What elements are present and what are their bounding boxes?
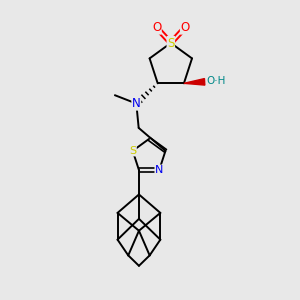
Text: O: O (180, 21, 190, 34)
Text: N: N (132, 97, 141, 110)
Text: N: N (155, 165, 164, 175)
Text: S: S (167, 37, 175, 50)
Polygon shape (184, 79, 205, 85)
Text: O: O (152, 21, 161, 34)
Text: O·H: O·H (206, 76, 226, 86)
Text: S: S (129, 146, 136, 156)
